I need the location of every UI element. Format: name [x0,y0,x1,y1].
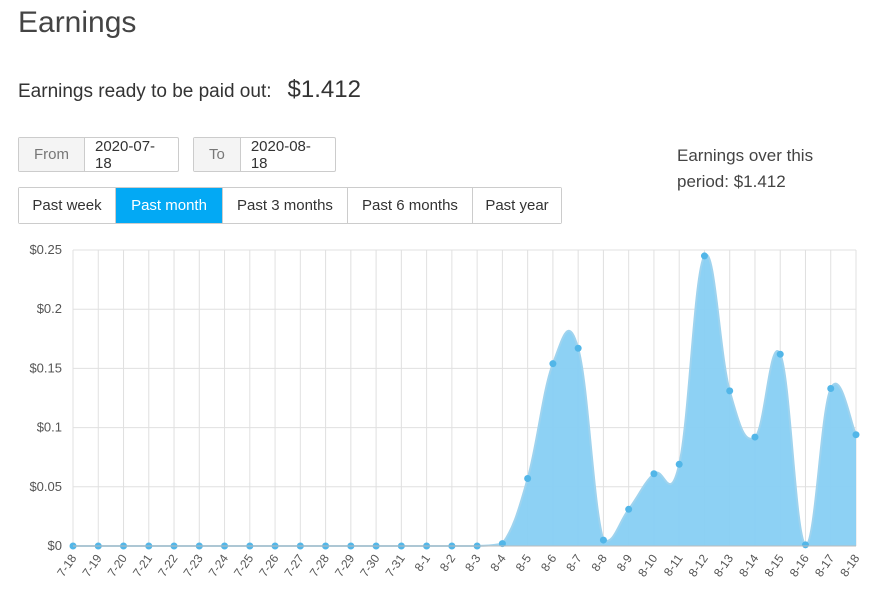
from-label: From [19,138,85,171]
data-point [675,460,683,468]
from-date-group: From 2020-07-18 [18,137,179,172]
data-point [776,350,784,358]
x-tick-label: 8-17 [812,551,837,579]
x-tick-label: 8-13 [711,551,736,579]
y-tick-label: $0.2 [37,301,62,316]
x-tick-label: 7-24 [206,551,231,579]
to-date-group: To 2020-08-18 [193,137,336,172]
x-tick-label: 8-1 [412,551,434,574]
x-tick-label: 8-5 [513,551,535,574]
x-tick-label: 8-11 [661,551,686,578]
x-tick-label: 7-29 [332,551,357,579]
to-label: To [194,138,241,171]
y-tick-label: $0.05 [29,479,62,494]
x-tick-label: 7-20 [105,551,130,579]
earnings-ready-row: Earnings ready to be paid out: $1.412 [18,76,361,104]
data-point [852,431,860,439]
x-tick-label: 7-23 [180,551,205,579]
x-tick-label: 8-12 [686,551,711,579]
x-tick-label: 8-15 [761,551,786,579]
earnings-ready-label: Earnings ready to be paid out: [18,81,272,102]
data-point [625,505,633,513]
data-point [726,387,734,395]
x-tick-label: 7-19 [79,551,104,579]
x-tick-label: 8-18 [837,551,862,579]
x-tick-label: 7-26 [256,551,281,579]
data-point [827,385,835,393]
past-year-button[interactable]: Past year [473,188,561,223]
data-point [498,540,506,548]
past-month-button[interactable]: Past month [116,188,223,223]
x-tick-label: 8-4 [487,551,509,574]
x-tick-label: 7-31 [383,551,408,579]
data-point [650,470,658,478]
x-tick-label: 7-21 [130,551,155,579]
data-point [574,344,582,352]
period-earnings-text: Earnings over this period: $1.412 [677,146,814,191]
x-tick-label: 8-9 [614,551,636,574]
data-point [524,475,532,483]
x-tick-label: 8-6 [538,551,560,574]
x-tick-label: 7-18 [54,551,79,579]
y-tick-label: $0.25 [29,242,62,257]
page-title: Earnings [18,6,137,39]
x-tick-label: 8-14 [736,551,761,579]
x-tick-label: 7-28 [307,551,332,579]
data-point [549,360,557,368]
earnings-area [73,254,856,547]
data-point [700,252,708,260]
x-tick-label: 8-3 [462,551,484,574]
earnings-ready-amount: $1.412 [287,76,361,103]
data-point [751,433,759,441]
range-button-group: Past week Past month Past 3 months Past … [18,187,562,224]
x-tick-label: 8-8 [588,551,610,574]
x-tick-label: 8-10 [635,551,660,579]
y-tick-label: $0.1 [37,420,62,435]
to-date-input[interactable]: 2020-08-18 [250,137,311,172]
y-tick-label: $0 [48,538,62,553]
x-tick-label: 8-7 [563,551,585,574]
from-date-input[interactable]: 2020-07-18 [95,137,156,172]
x-tick-label: 7-25 [231,551,256,579]
x-tick-label: 7-27 [282,551,307,579]
past-6-months-button[interactable]: Past 6 months [348,188,473,223]
data-point [599,536,607,544]
x-tick-label: 7-22 [155,551,180,579]
data-point [801,541,809,549]
earnings-chart: $0$0.05$0.1$0.15$0.2$0.257-18 7-19 7-20 7-2… [29,242,862,579]
x-tick-label: 8-16 [787,551,812,579]
y-tick-label: $0.15 [29,360,62,375]
x-tick-label: 8-2 [437,551,459,574]
past-3-months-button[interactable]: Past 3 months [223,188,348,223]
past-week-button[interactable]: Past week [19,188,116,223]
x-tick-label: 7-30 [357,551,382,579]
